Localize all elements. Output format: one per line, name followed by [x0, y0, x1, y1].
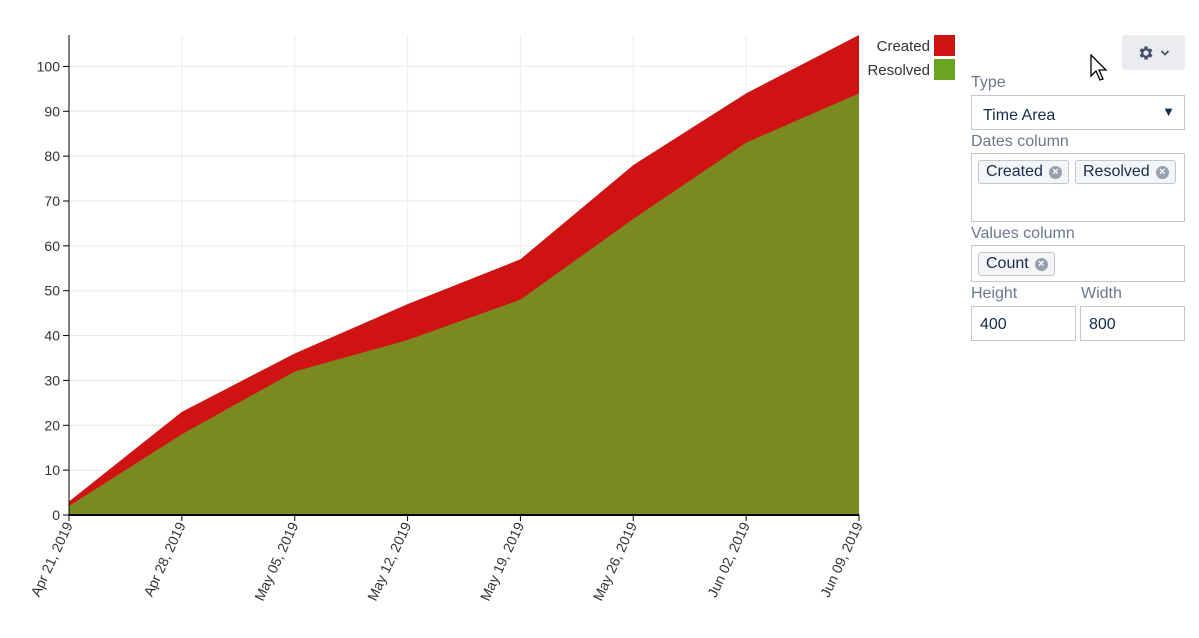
- y-tick-label: 40: [44, 328, 60, 344]
- values-column-tag-count[interactable]: Count ×: [978, 252, 1055, 276]
- chart-settings-button[interactable]: [1122, 35, 1185, 70]
- y-tick-label: 30: [44, 372, 60, 388]
- legend-label: Created: [877, 38, 930, 55]
- y-tick-label: 80: [44, 148, 60, 164]
- y-tick-label: 0: [52, 507, 60, 523]
- height-value: 400: [980, 316, 1007, 333]
- y-tick-label: 70: [44, 193, 60, 209]
- tag-label: Created: [986, 163, 1043, 180]
- y-tick-label: 100: [37, 58, 61, 74]
- dropdown-arrow-icon: ▼: [1162, 104, 1175, 119]
- area-series-resolved: [69, 93, 859, 516]
- chevron-down-icon: [1160, 49, 1170, 56]
- type-label: Type: [971, 74, 1006, 91]
- dates-column-multiselect[interactable]: Created × Resolved ×: [971, 153, 1185, 222]
- legend-label: Resolved: [867, 62, 930, 79]
- legend-swatch: [934, 35, 955, 56]
- x-tick-label: May 19, 2019: [477, 519, 527, 603]
- chart-legend: Created Resolved: [867, 35, 955, 80]
- y-tick-label: 10: [44, 462, 60, 478]
- x-tick-label: Jun 09, 2019: [817, 519, 866, 599]
- x-tick-label: Apr 21, 2019: [27, 519, 75, 599]
- mouse-cursor-icon: [1090, 54, 1108, 81]
- values-column-multiselect[interactable]: Count ×: [971, 245, 1185, 282]
- y-tick-label: 60: [44, 238, 60, 254]
- chart-type-value: Time Area: [983, 107, 1056, 124]
- remove-tag-icon[interactable]: ×: [1034, 257, 1048, 271]
- x-tick-label: May 12, 2019: [364, 519, 414, 603]
- x-tick-label: May 05, 2019: [251, 519, 301, 603]
- y-tick-label: 90: [44, 103, 60, 119]
- chart-type-select[interactable]: Time Area ▼: [971, 95, 1185, 130]
- width-label: Width: [1081, 285, 1122, 302]
- time-area-chart: 0 10 20 30 40 50 60 70 80 90 100 Apr 21, 2019 Apr 28…: [27, 35, 955, 603]
- dates-column-tag-created[interactable]: Created ×: [978, 160, 1069, 184]
- values-column-label: Values column: [971, 225, 1075, 242]
- remove-tag-icon[interactable]: ×: [1048, 165, 1062, 179]
- x-tick-label: Jun 02, 2019: [704, 519, 753, 599]
- tag-label: Resolved: [1083, 163, 1150, 180]
- chart-areas: [69, 35, 859, 516]
- y-tick-label: 50: [44, 283, 60, 299]
- x-tick-label: Apr 28, 2019: [140, 519, 188, 599]
- dates-column-label: Dates column: [971, 133, 1069, 150]
- height-input[interactable]: 400: [971, 306, 1076, 341]
- height-label: Height: [971, 285, 1018, 302]
- width-value: 800: [1089, 316, 1116, 333]
- legend-swatch: [934, 59, 955, 80]
- dates-column-tag-resolved[interactable]: Resolved ×: [1075, 160, 1176, 184]
- remove-tag-icon[interactable]: ×: [1155, 165, 1169, 179]
- width-input[interactable]: 800: [1080, 306, 1185, 341]
- y-tick-label: 20: [44, 417, 60, 433]
- x-tick-label: May 26, 2019: [590, 519, 640, 603]
- tag-label: Count: [986, 255, 1029, 272]
- gear-icon: [1139, 45, 1153, 60]
